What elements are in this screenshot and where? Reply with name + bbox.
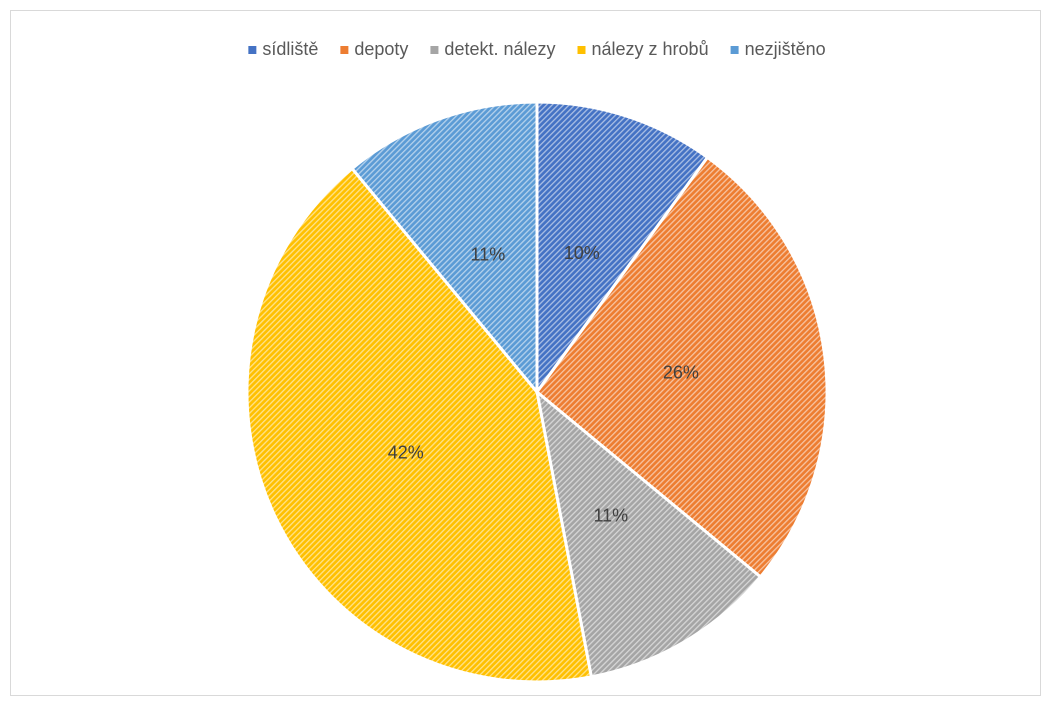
data-label: 11%: [471, 244, 506, 264]
legend-label: nezjištěno: [745, 39, 826, 59]
data-label: 42%: [388, 442, 424, 462]
data-label: 11%: [593, 506, 628, 526]
legend-swatch: [577, 46, 586, 54]
legend-swatch: [248, 46, 257, 54]
data-label: 26%: [663, 363, 699, 383]
legend-swatch: [730, 46, 739, 54]
pie-slice: [245, 166, 594, 684]
legend-swatch: [340, 46, 349, 54]
legend-label: sídliště: [262, 39, 318, 59]
legend-label: nálezy z hrobů: [592, 39, 709, 59]
pie-slice: [534, 388, 763, 679]
pie-slice: [535, 100, 710, 397]
legend-label: depoty: [354, 39, 408, 59]
data-label: 10%: [564, 243, 600, 263]
pie-slice: [350, 100, 539, 397]
pie-slice: [534, 155, 829, 579]
legend-label: detekt. nálezy: [444, 39, 555, 59]
legend: sídliště depoty detekt. nálezy nálezy z hro…: [248, 39, 826, 59]
legend-swatch: [430, 46, 439, 54]
